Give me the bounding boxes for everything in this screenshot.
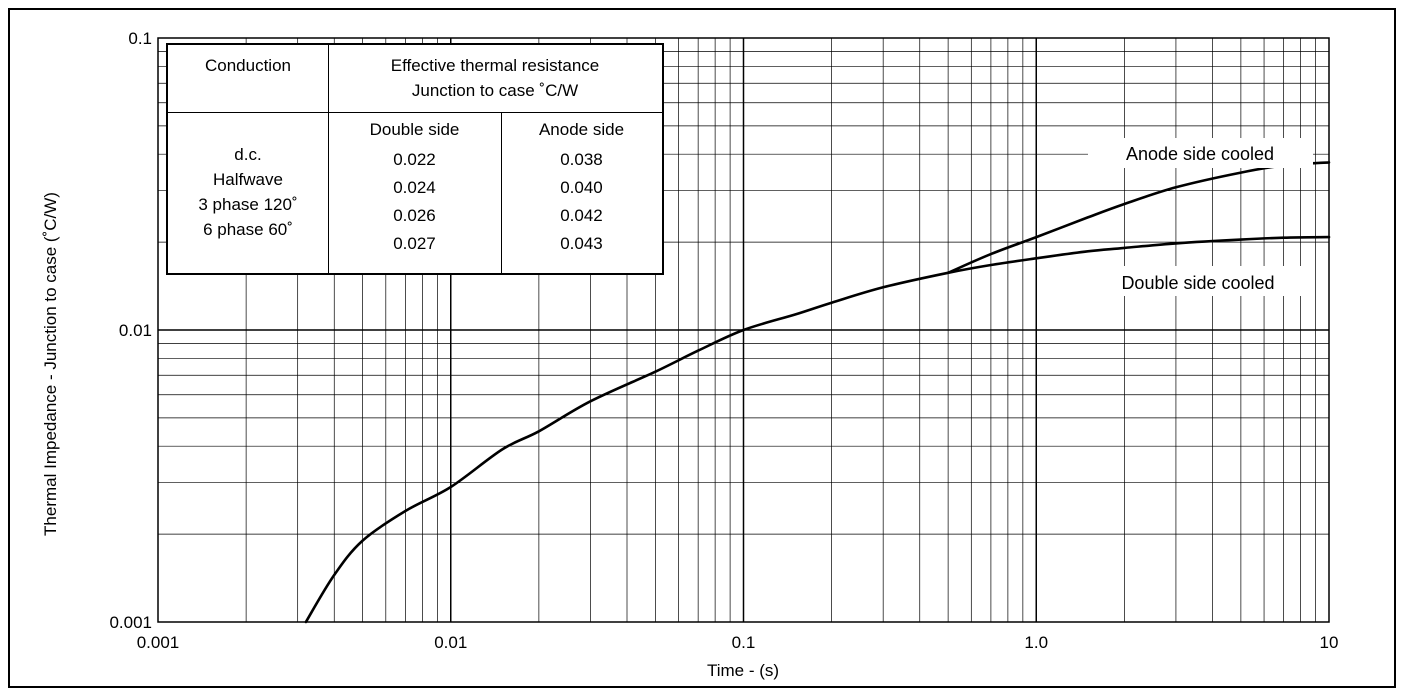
table-row-conduction: Halfwave <box>213 170 283 189</box>
table-row-conduction: d.c. <box>234 145 262 164</box>
y-tick-label: 0.01 <box>119 321 152 340</box>
chart-frame <box>8 8 1396 688</box>
table-row-anode-value: 0.043 <box>560 234 603 253</box>
y-axis-title: Thermal Impedance - Junction to case (˚C… <box>41 192 60 536</box>
series-line-double-side-cooled <box>304 235 1331 624</box>
double-label-bg <box>1086 266 1313 296</box>
table-row-conduction: 3 phase 120˚ <box>198 195 298 214</box>
table-header-conduction: Conduction <box>204 56 291 75</box>
x-tick-label: 0.1 <box>732 633 756 652</box>
x-tick-label: 1.0 <box>1024 633 1048 652</box>
double-side-cooled-label: Double side cooled <box>1121 273 1274 293</box>
table-row-conduction: 6 phase 60˚ <box>203 220 293 239</box>
anode-label-bg <box>1088 138 1313 168</box>
table-row-anode-value: 0.042 <box>560 206 603 225</box>
table-row-double-value: 0.024 <box>393 178 436 197</box>
plot-area-border <box>157 37 1330 623</box>
table-row-anode-value: 0.038 <box>560 150 603 169</box>
table-header-junction: Junction to case ˚C/W <box>411 81 579 100</box>
x-axis-title: Time - (s) <box>707 661 779 680</box>
x-tick-label: 10 <box>1320 633 1339 652</box>
table-subheader-double: Double side <box>369 120 460 139</box>
table-row-double-value: 0.026 <box>393 206 436 225</box>
y-tick-label: 0.001 <box>109 613 152 632</box>
tick-labels: 0.001 0.01 0.1 1.0 10 0.001 0.01 0.1 <box>109 29 1338 652</box>
table-row-anode-value: 0.040 <box>560 178 603 197</box>
table-divider-col2 <box>501 112 502 273</box>
table-header-resistance: Effective thermal resistance <box>390 56 600 75</box>
anode-side-cooled-label: Anode side cooled <box>1126 144 1274 164</box>
x-tick-label: 0.01 <box>434 633 467 652</box>
table-header-divider <box>168 112 662 113</box>
table-divider-col1 <box>328 45 329 273</box>
table-row-double-value: 0.022 <box>393 150 436 169</box>
table-row-double-value: 0.027 <box>393 234 436 253</box>
series-line-anode-side-cooled <box>946 161 1331 275</box>
y-tick-label: 0.1 <box>128 29 152 48</box>
table-subheader-anode: Anode side <box>538 120 625 139</box>
thermal-resistance-table: Conduction Effective thermal resistance … <box>166 43 664 275</box>
x-tick-label: 0.001 <box>137 633 180 652</box>
